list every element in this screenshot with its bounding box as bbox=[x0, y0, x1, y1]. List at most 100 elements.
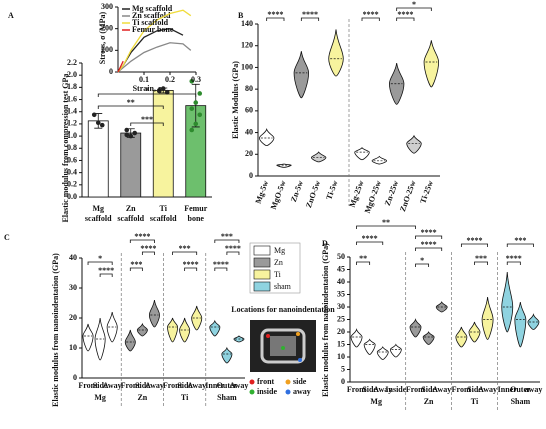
x-tick-label-line: bone bbox=[188, 214, 205, 223]
significance-bracket bbox=[97, 93, 197, 97]
x-tick-label: Outer bbox=[217, 381, 238, 390]
x-tick-label: away bbox=[525, 385, 543, 394]
data-point bbox=[156, 88, 162, 94]
y-tick-label: 100 bbox=[101, 45, 113, 54]
x-tick-label: MgO-25w bbox=[363, 179, 383, 214]
legend-label: Ti scaffold bbox=[132, 18, 169, 27]
y-tick-label: 100 bbox=[241, 62, 253, 71]
significance-bracket bbox=[356, 261, 371, 265]
significance-label: ** bbox=[382, 218, 390, 227]
violin bbox=[422, 331, 435, 345]
violin bbox=[350, 328, 363, 348]
x-tick-label-line: scaffold bbox=[117, 214, 144, 223]
y-tick-label: 140 bbox=[241, 19, 253, 28]
legend-swatch bbox=[253, 281, 271, 292]
x-tick-label-line: Zn bbox=[126, 204, 136, 213]
violin bbox=[501, 271, 514, 333]
legend-label: Mg bbox=[274, 246, 285, 255]
panel-letter: D bbox=[322, 239, 328, 248]
group-label: Mg bbox=[94, 393, 106, 402]
significance-label: **** bbox=[397, 10, 413, 19]
y-tick-label: 20 bbox=[337, 327, 345, 336]
x-tick-label: Front bbox=[121, 381, 141, 390]
bar bbox=[87, 120, 109, 198]
significance-label: **** bbox=[225, 244, 241, 253]
inset-legend-label: front bbox=[257, 377, 275, 386]
violin bbox=[167, 317, 179, 343]
x-tick-label: Side bbox=[135, 381, 150, 390]
y-tick-label: 1.0 bbox=[67, 131, 77, 140]
violin bbox=[124, 329, 136, 352]
violin bbox=[310, 151, 327, 163]
x-tick-label: Femur bone bbox=[184, 204, 208, 223]
y-tick-label: 0 bbox=[341, 377, 345, 386]
y-tick-label: 0.4 bbox=[67, 167, 77, 176]
series-line bbox=[117, 9, 192, 73]
violin bbox=[376, 346, 389, 360]
y-tick-label: 200 bbox=[101, 23, 113, 32]
significance-bracket bbox=[396, 7, 432, 11]
violin bbox=[363, 338, 376, 355]
significance-bracket bbox=[415, 235, 443, 239]
significance-label: * bbox=[98, 254, 102, 263]
inset-legend-dot bbox=[285, 389, 291, 395]
x-tick-label: Inner bbox=[205, 381, 225, 390]
x-tick-label: Away bbox=[187, 381, 206, 390]
significance-label: ** bbox=[127, 98, 135, 107]
x-tick-label: MgO-5w bbox=[269, 179, 288, 211]
data-point bbox=[132, 130, 138, 136]
significance-label: **** bbox=[213, 260, 229, 269]
inset-legend-label: side bbox=[293, 377, 307, 386]
data-point bbox=[91, 112, 97, 118]
data-point bbox=[95, 120, 101, 125]
x-tick-label: Away bbox=[373, 385, 392, 394]
data-point bbox=[99, 122, 105, 128]
y-tick-label: 45 bbox=[337, 264, 345, 273]
violin bbox=[354, 147, 370, 161]
violin bbox=[406, 134, 422, 154]
significance-bracket bbox=[266, 17, 285, 21]
data-point bbox=[197, 112, 203, 118]
violin bbox=[423, 40, 440, 88]
significance-label: *** bbox=[179, 244, 191, 253]
legend-label: sham bbox=[274, 282, 292, 291]
significance-label: **** bbox=[134, 232, 150, 241]
significance-bracket bbox=[506, 261, 521, 265]
x-tick-label: Front bbox=[347, 385, 367, 394]
y-axis-label: Stress, σ (MPa) bbox=[98, 11, 107, 64]
y-tick-label: 1.4 bbox=[67, 107, 77, 116]
x-tick-label: Zn-5w bbox=[289, 179, 305, 203]
significance-label: **** bbox=[302, 10, 318, 19]
y-axis-label: Elastic modulus from nanoindentation (GP… bbox=[321, 243, 330, 397]
x-tick-label: Away bbox=[478, 385, 497, 394]
y-tick-label: 40 bbox=[245, 127, 253, 136]
significance-bracket bbox=[172, 251, 198, 255]
significance-bracket bbox=[130, 122, 164, 126]
significance-label: *** bbox=[475, 254, 487, 263]
significance-label: * bbox=[145, 86, 149, 95]
legend-swatch bbox=[253, 257, 271, 268]
x-tick-label: Front bbox=[163, 381, 183, 390]
data-point bbox=[189, 78, 195, 84]
violin bbox=[371, 155, 388, 165]
legend-label: Zn scaffold bbox=[132, 11, 171, 20]
data-point bbox=[124, 127, 130, 133]
y-tick-label: 35 bbox=[337, 289, 345, 298]
significance-label: ** bbox=[359, 254, 367, 263]
significance-label: *** bbox=[141, 115, 153, 124]
panel-letter: B bbox=[238, 11, 244, 20]
x-tick-label: Side bbox=[362, 385, 377, 394]
x-tick-label: Ti-25w bbox=[418, 179, 435, 205]
significance-bracket bbox=[87, 261, 113, 265]
x-tick-label: Front bbox=[406, 385, 426, 394]
y-tick-label: 5 bbox=[341, 364, 345, 373]
y-tick-label: 60 bbox=[245, 106, 253, 115]
x-tick-label: Mg-25w bbox=[348, 179, 366, 209]
y-tick-label: 25 bbox=[337, 314, 345, 323]
image-dot bbox=[281, 346, 285, 350]
x-tick-label: Away bbox=[103, 381, 122, 390]
violin bbox=[514, 301, 527, 348]
x-tick-label: ZnO-25w bbox=[398, 179, 418, 213]
significance-bracket bbox=[415, 263, 430, 267]
data-point bbox=[124, 132, 130, 138]
